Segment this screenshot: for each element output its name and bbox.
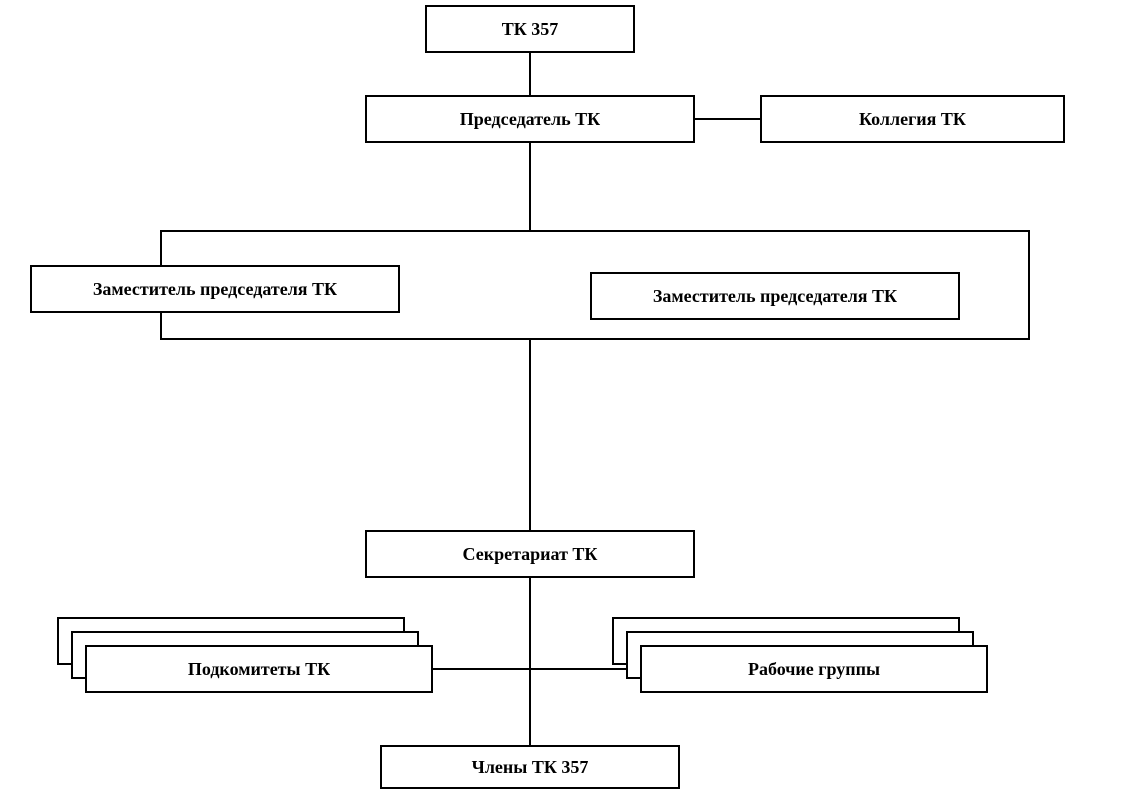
node-deputy2: Заместитель председателя ТК [590, 272, 960, 320]
node-college-label: Коллегия ТК [859, 109, 966, 130]
node-deputy2-label: Заместитель председателя ТК [653, 286, 897, 307]
node-members-label: Члены ТК 357 [472, 757, 589, 778]
node-working-groups: Рабочие группы [640, 645, 988, 693]
node-root-label: ТК 357 [502, 19, 559, 40]
node-secretariat: Секретариат ТК [365, 530, 695, 578]
org-chart-canvas: ТК 357 Председатель ТК Коллегия ТК Замес… [0, 0, 1129, 791]
node-secretariat-label: Секретариат ТК [463, 544, 598, 565]
node-root: ТК 357 [425, 5, 635, 53]
node-members: Члены ТК 357 [380, 745, 680, 789]
node-chair: Председатель ТК [365, 95, 695, 143]
node-subcommittees: Подкомитеты ТК [85, 645, 433, 693]
node-chair-label: Председатель ТК [460, 109, 600, 130]
node-deputy1-label: Заместитель председателя ТК [93, 279, 337, 300]
node-deputy1: Заместитель председателя ТК [30, 265, 400, 313]
node-college: Коллегия ТК [760, 95, 1065, 143]
node-subcommittees-label: Подкомитеты ТК [188, 659, 330, 680]
node-working-groups-label: Рабочие группы [748, 659, 880, 680]
